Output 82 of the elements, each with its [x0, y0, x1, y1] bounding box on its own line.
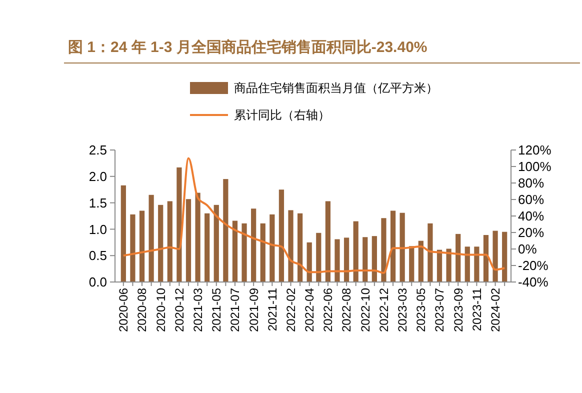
legend-label: 累计同比（右轴） [234, 108, 330, 122]
bar [353, 221, 358, 282]
x-tick-label: 2023-05 [414, 288, 428, 332]
y2-tick-label: 120% [518, 142, 552, 158]
bar [214, 204, 219, 282]
bar [260, 223, 266, 282]
legend-label: 商品住宅销售面积当月值（亿平方米） [234, 81, 438, 96]
x-tick-label: 2022-08 [340, 288, 354, 332]
bar [139, 210, 145, 282]
chart-title: 图 1：24 年 1-3 月全国商品住宅销售面积同比-23.40% [68, 38, 428, 56]
y2-tick-label: 100% [518, 159, 552, 174]
x-tick-label: 2021-05 [210, 288, 224, 332]
x-tick-label: 2022-10 [358, 288, 372, 332]
bar [223, 179, 228, 282]
bar [334, 239, 340, 282]
bar [195, 192, 200, 282]
bar [242, 223, 247, 282]
bar [120, 185, 126, 282]
bar [251, 208, 256, 282]
bar [464, 246, 470, 282]
x-tick-label: 2022-02 [284, 288, 298, 332]
bar [176, 167, 182, 282]
x-tick-label: 2020-10 [154, 288, 168, 332]
x-tick-label: 2020-06 [116, 288, 131, 332]
y2-tick-label: 40% [518, 208, 544, 224]
x-tick-label: 2020-12 [172, 288, 186, 332]
bar [483, 235, 489, 282]
line-series [122, 157, 506, 274]
x-tick-label: 2021-11 [265, 288, 280, 332]
bar [232, 220, 238, 282]
bar [130, 214, 136, 282]
bar [204, 213, 210, 282]
bar [288, 210, 294, 282]
bar [344, 238, 350, 282]
x-tick-label: 2021-03 [190, 288, 205, 332]
x-tick-label: 2023-03 [396, 288, 410, 332]
bar [306, 242, 312, 282]
bar [158, 204, 164, 282]
bar [428, 223, 433, 282]
y-tick-label: 1.0 [88, 222, 107, 237]
bar [436, 250, 442, 282]
y2-tick-label: 80% [518, 176, 544, 191]
bar [390, 210, 396, 282]
y2-tick-label: 60% [518, 192, 544, 208]
x-tick-label: 2020-08 [135, 288, 150, 332]
bar [325, 201, 330, 282]
bar [492, 230, 498, 282]
bar [278, 190, 284, 282]
y-tick-label: 0.5 [88, 248, 107, 264]
y-tick-label: 2.0 [88, 168, 107, 184]
y-tick-label: 0.0 [88, 274, 107, 290]
x-tick-label: 2022-04 [302, 288, 317, 332]
bar [446, 248, 452, 282]
bar [418, 240, 424, 282]
bar [409, 246, 414, 282]
y2-tick-label: -20% [518, 258, 549, 274]
x-tick-label: 2022-06 [321, 288, 336, 332]
bar [316, 232, 322, 282]
x-tick-label: 2023-07 [432, 288, 447, 332]
bar [400, 212, 405, 282]
x-tick-label: 2023-09 [451, 288, 466, 332]
x-tick-label: 2023-11 [470, 288, 484, 332]
bar [456, 234, 461, 282]
bar [474, 246, 480, 282]
x-tick-label: 2022-12 [376, 288, 391, 332]
x-tick-label: 2021-07 [228, 288, 242, 332]
x-tick-label: 2021-09 [246, 288, 261, 332]
y2-tick-label: 20% [518, 225, 544, 240]
y2-tick-label: 0% [518, 242, 538, 257]
x-tick-label: 2024-02 [488, 288, 502, 332]
bar [298, 213, 303, 282]
bar [270, 214, 275, 282]
bar [186, 199, 192, 282]
bar [362, 237, 368, 282]
y-tick-label: 1.5 [88, 195, 107, 210]
bar [502, 232, 508, 282]
bar [372, 236, 377, 282]
bar [381, 218, 386, 282]
y2-tick-label: -40% [518, 274, 549, 290]
y-tick-label: 2.5 [88, 142, 107, 158]
bar [148, 194, 154, 282]
bar [167, 201, 172, 282]
